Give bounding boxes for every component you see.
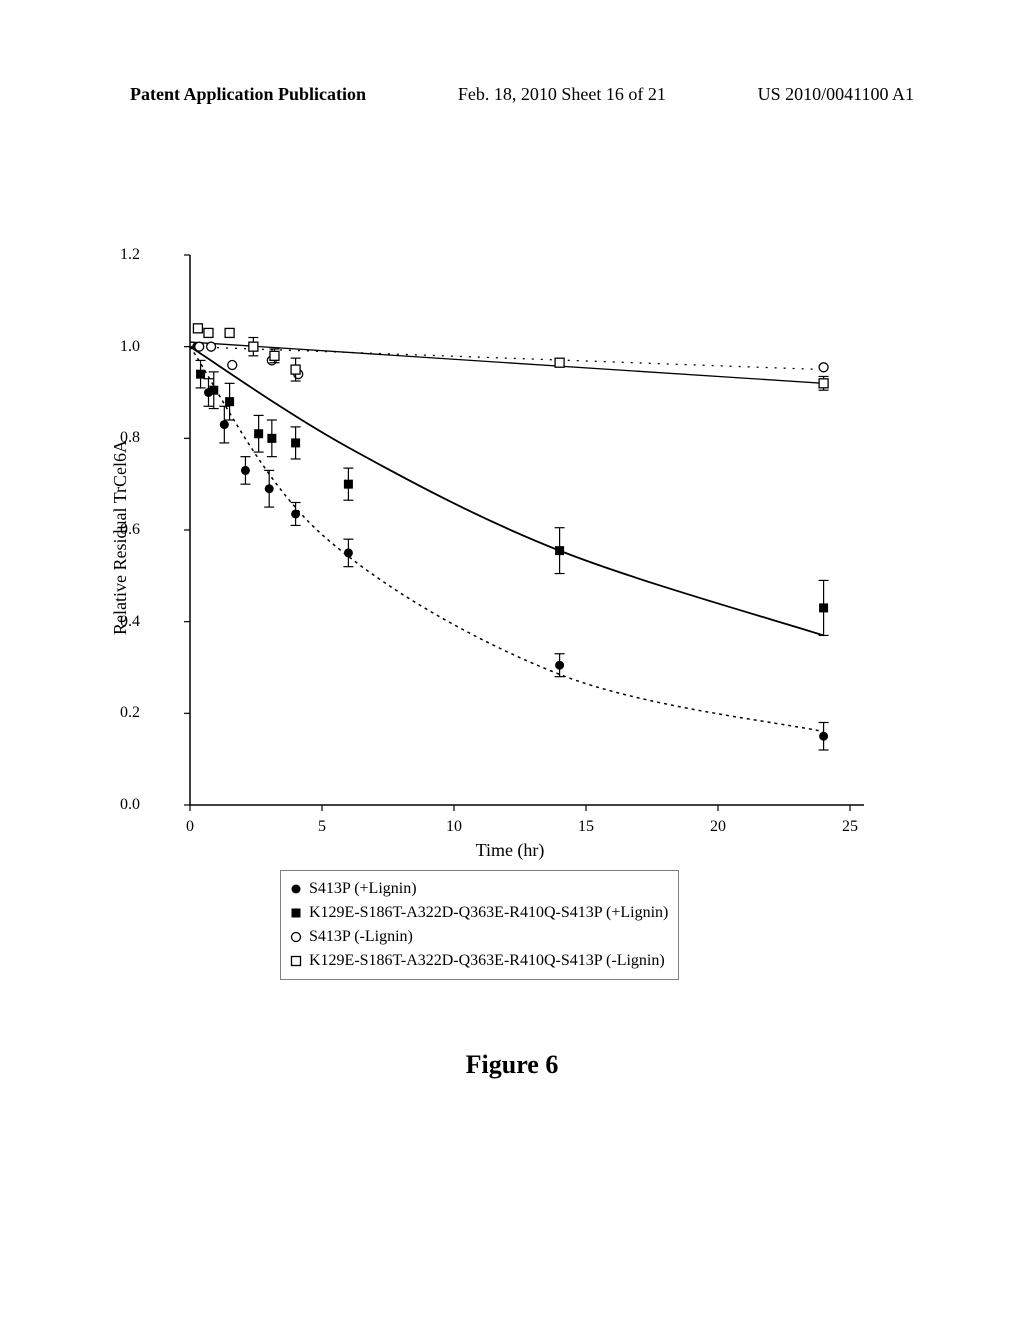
y-tick: 0.6 bbox=[120, 521, 140, 539]
legend: S413P (+Lignin)K129E-S186T-A322D-Q363E-R… bbox=[280, 870, 679, 980]
x-tick: 15 bbox=[578, 818, 594, 836]
legend-label: S413P (-Lignin) bbox=[309, 925, 413, 949]
legend-marker-icon bbox=[289, 930, 303, 944]
y-tick: 0.8 bbox=[120, 429, 140, 447]
legend-marker-icon bbox=[289, 954, 303, 968]
legend-item: K129E-S186T-A322D-Q363E-R410Q-S413P (+Li… bbox=[289, 901, 668, 925]
header-patent-id: US 2010/0041100 A1 bbox=[758, 84, 914, 105]
legend-marker-icon bbox=[289, 906, 303, 920]
legend-label: K129E-S186T-A322D-Q363E-R410Q-S413P (-Li… bbox=[309, 949, 665, 973]
x-tick-labels: 0 5 10 15 20 25 bbox=[150, 818, 870, 838]
legend-item: K129E-S186T-A322D-Q363E-R410Q-S413P (-Li… bbox=[289, 949, 668, 973]
page: Patent Application Publication Feb. 18, … bbox=[0, 0, 1024, 1320]
legend-label: S413P (+Lignin) bbox=[309, 877, 417, 901]
x-tick: 20 bbox=[710, 818, 726, 836]
legend-marker-icon bbox=[289, 882, 303, 896]
header-sheet: Feb. 18, 2010 Sheet 16 of 21 bbox=[458, 84, 666, 105]
x-tick: 10 bbox=[446, 818, 462, 836]
legend-label: K129E-S186T-A322D-Q363E-R410Q-S413P (+Li… bbox=[309, 901, 668, 925]
x-tick: 0 bbox=[186, 818, 194, 836]
x-tick: 5 bbox=[318, 818, 326, 836]
y-tick: 0.2 bbox=[120, 704, 140, 722]
legend-item: S413P (+Lignin) bbox=[289, 877, 668, 901]
y-tick: 1.2 bbox=[120, 246, 140, 264]
y-tick: 1.0 bbox=[120, 338, 140, 356]
legend-item: S413P (-Lignin) bbox=[289, 925, 668, 949]
chart bbox=[150, 245, 870, 815]
x-axis-label: Time (hr) bbox=[150, 840, 870, 861]
figure-caption: Figure 6 bbox=[0, 1050, 1024, 1080]
page-header: Patent Application Publication Feb. 18, … bbox=[0, 84, 1024, 105]
x-tick: 25 bbox=[842, 818, 858, 836]
y-tick: 0.0 bbox=[120, 796, 140, 814]
y-tick: 0.4 bbox=[120, 613, 140, 631]
header-publication: Patent Application Publication bbox=[130, 84, 366, 105]
chart-svg bbox=[150, 245, 870, 815]
